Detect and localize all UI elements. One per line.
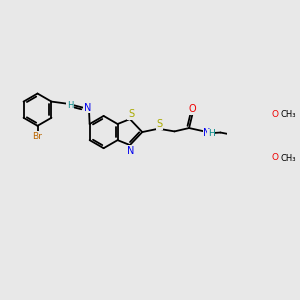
Text: Br: Br <box>33 132 42 141</box>
Text: O: O <box>189 104 196 114</box>
Text: CH₃: CH₃ <box>281 110 296 119</box>
Text: N: N <box>84 103 91 113</box>
Text: CH₃: CH₃ <box>281 154 296 163</box>
Text: S: S <box>156 119 163 129</box>
Text: H: H <box>67 101 73 110</box>
Text: H: H <box>208 129 214 138</box>
Text: N: N <box>203 128 211 137</box>
Text: O: O <box>272 153 279 162</box>
Text: S: S <box>128 109 134 119</box>
Text: O: O <box>272 110 279 119</box>
Text: N: N <box>127 146 135 156</box>
